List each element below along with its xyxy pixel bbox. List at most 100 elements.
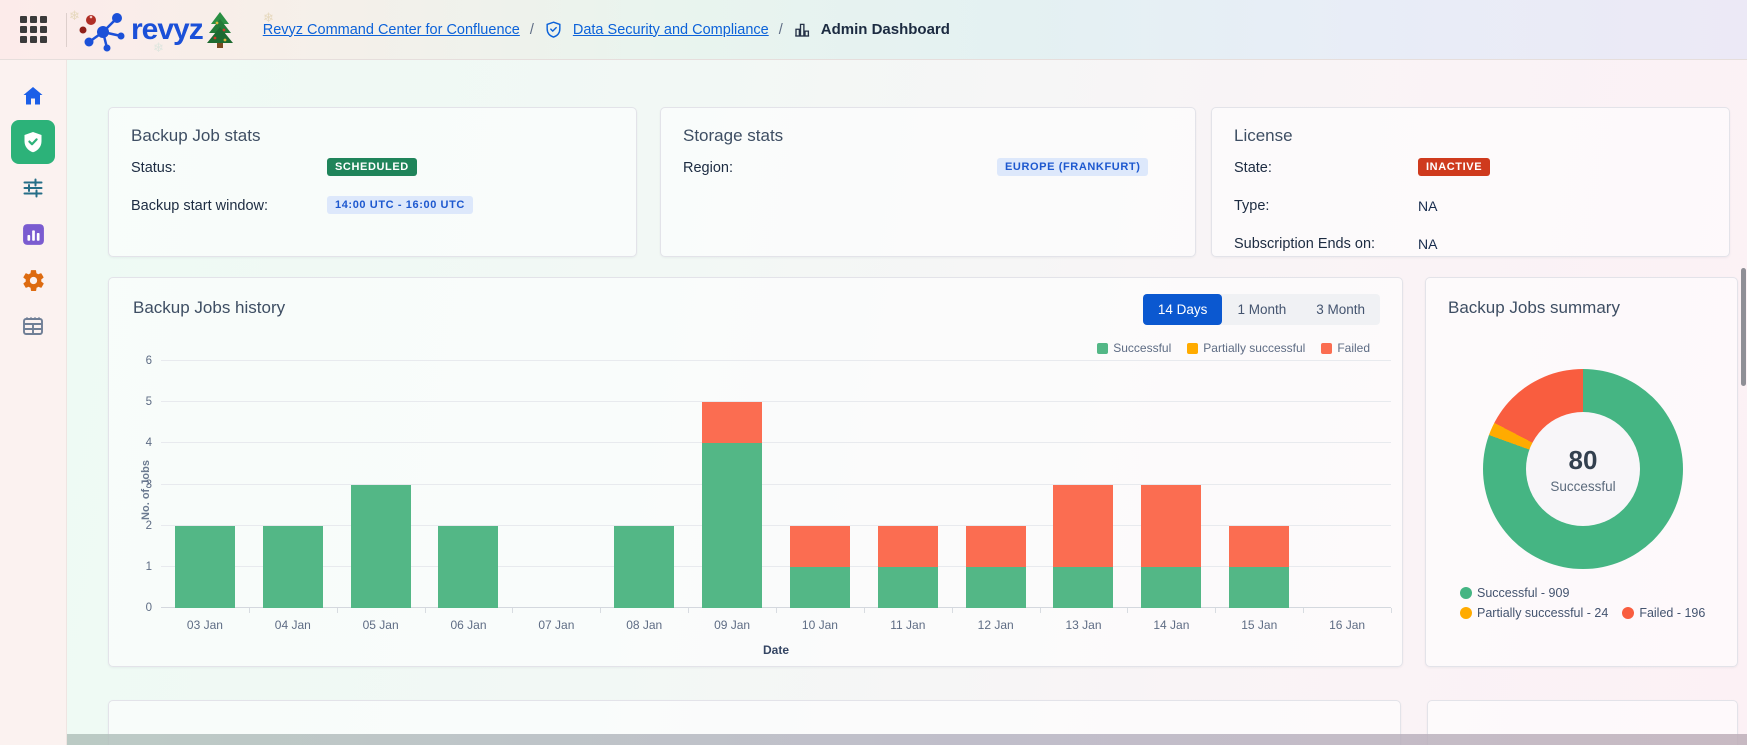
backup-jobs-history-card: Backup Jobs history 14 Days 1 Month 3 Mo… <box>108 277 1403 667</box>
bar-segment-successful[interactable] <box>263 526 323 608</box>
x-tick-label: 11 Jan <box>864 618 952 632</box>
molecule-logo-icon <box>77 6 129 54</box>
time-range-tabs: 14 Days 1 Month 3 Month <box>1143 294 1380 325</box>
card-title: Storage stats <box>683 126 1173 146</box>
bar-06-jan[interactable] <box>438 526 498 608</box>
shield-check-icon <box>21 130 45 154</box>
bar-slot <box>1303 361 1391 608</box>
bar-13-jan[interactable] <box>1053 485 1113 608</box>
donut-center: 80 Successful <box>1526 412 1640 526</box>
y-tick-label: 0 <box>146 602 152 614</box>
bar-segment-successful[interactable] <box>1229 567 1289 608</box>
x-axis-title: Date <box>161 643 1391 657</box>
bar-segment-successful[interactable] <box>790 567 850 608</box>
storage-stats-card: Storage stats Region: EUROPE (FRANKFURT) <box>660 107 1196 257</box>
legend-item-partially-successful[interactable]: Partially successful <box>1187 341 1305 355</box>
legend-label: Failed <box>1337 341 1370 355</box>
bar-segment-failed[interactable] <box>1229 526 1289 567</box>
sidebar-item-data-security[interactable] <box>11 120 55 164</box>
tab-14-days[interactable]: 14 Days <box>1143 294 1223 325</box>
x-tick-mark <box>1040 608 1041 613</box>
bar-08-jan[interactable] <box>614 526 674 608</box>
bar-15-jan[interactable] <box>1229 526 1289 608</box>
bar-segment-failed[interactable] <box>966 526 1026 567</box>
breadcrumb: Revyz Command Center for Confluence / Da… <box>249 20 950 39</box>
y-tick-label: 1 <box>146 561 152 573</box>
sidebar-item-home[interactable] <box>11 74 55 118</box>
breadcrumb-link-command-center[interactable]: Revyz Command Center for Confluence <box>263 22 520 38</box>
bar-segment-successful[interactable] <box>878 567 938 608</box>
bar-03-jan[interactable] <box>175 526 235 608</box>
bar-slot <box>688 361 776 608</box>
bar-05-jan[interactable] <box>351 485 411 609</box>
bar-segment-successful[interactable] <box>614 526 674 608</box>
bar-slot <box>600 361 688 608</box>
sidebar-item-preferences[interactable] <box>11 166 55 210</box>
donut-legend-label: Partially successful - 24 <box>1477 606 1608 620</box>
snowflake-decoration-icon: ❄ <box>69 8 80 24</box>
bar-slot <box>776 361 864 608</box>
vertical-scrollbar[interactable] <box>1741 268 1746 386</box>
tab-1-month[interactable]: 1 Month <box>1222 294 1301 325</box>
bar-segment-failed[interactable] <box>790 526 850 567</box>
bar-slot <box>864 361 952 608</box>
page-bottom-strip <box>67 734 1747 745</box>
x-tick-label: 12 Jan <box>952 618 1040 632</box>
breadcrumb-link-data-security[interactable]: Data Security and Compliance <box>573 22 769 38</box>
bar-10-jan[interactable] <box>790 526 850 608</box>
legend-item-failed[interactable]: Failed <box>1321 341 1370 355</box>
tab-3-month[interactable]: 3 Month <box>1301 294 1380 325</box>
bar-slot <box>161 361 249 608</box>
donut-chart[interactable]: 80 Successful <box>1483 369 1683 569</box>
stat-row: Backup start window: 14:00 UTC - 16:00 U… <box>131 194 614 222</box>
donut-legend-dot <box>1460 607 1472 619</box>
x-tick-label: 14 Jan <box>1127 618 1215 632</box>
bar-segment-failed[interactable] <box>1141 485 1201 567</box>
bar-14-jan[interactable] <box>1141 485 1201 608</box>
app-switcher-button[interactable] <box>0 0 66 60</box>
sidebar-item-analytics[interactable] <box>11 212 55 256</box>
logo-wordmark: revyz <box>131 13 203 47</box>
sidebar-item-settings[interactable] <box>11 258 55 302</box>
bar-segment-successful[interactable] <box>175 526 235 608</box>
bar-segment-successful[interactable] <box>1141 567 1201 608</box>
bar-segment-successful[interactable] <box>351 485 411 609</box>
bar-segment-successful[interactable] <box>1053 567 1113 608</box>
main-content: Backup Job stats Status: SCHEDULED Backu… <box>67 60 1747 745</box>
bar-segment-successful[interactable] <box>966 567 1026 608</box>
stat-row: Type: NA <box>1234 194 1707 222</box>
breadcrumb-current-page: Admin Dashboard <box>821 21 950 38</box>
legend-swatch <box>1187 343 1198 354</box>
app-grid-icon <box>20 16 47 43</box>
bar-slot <box>512 361 600 608</box>
donut-legend-item-failed[interactable]: Failed - 196 <box>1622 606 1705 620</box>
legend-item-successful[interactable]: Successful <box>1097 341 1171 355</box>
bar-09-jan[interactable] <box>702 402 762 608</box>
donut-legend-item-partially-successful[interactable]: Partially successful - 24 <box>1460 606 1608 620</box>
x-tick-mark <box>425 608 426 613</box>
donut-center-label: Successful <box>1550 479 1615 494</box>
x-tick-label: 09 Jan <box>688 618 776 632</box>
donut-legend-item-successful[interactable]: Successful - 909 <box>1460 586 1569 600</box>
sidebar-item-billing[interactable] <box>11 304 55 348</box>
bar-slot <box>952 361 1040 608</box>
x-axis-ticks <box>161 608 1391 613</box>
donut-legend-label: Failed - 196 <box>1639 606 1705 620</box>
chart-title: Backup Jobs history <box>133 298 285 318</box>
bar-segment-failed[interactable] <box>702 402 762 443</box>
donut-center-value: 80 <box>1569 445 1598 476</box>
bar-12-jan[interactable] <box>966 526 1026 608</box>
bar-chart-tile-icon <box>21 222 46 247</box>
bar-segment-failed[interactable] <box>878 526 938 567</box>
chart-legend: Successful Partially successful Failed <box>1097 341 1370 355</box>
donut-legend-dot <box>1460 587 1472 599</box>
revyz-logo[interactable]: ❄ ❄ ❄ revyz <box>67 6 249 54</box>
bar-segment-successful[interactable] <box>438 526 498 608</box>
region-badge: EUROPE (FRANKFURT) <box>997 158 1148 176</box>
bar-04-jan[interactable] <box>263 526 323 608</box>
bar-slot <box>337 361 425 608</box>
bar-segment-failed[interactable] <box>1053 485 1113 567</box>
subscription-ends-value: NA <box>1418 236 1437 252</box>
bar-11-jan[interactable] <box>878 526 938 608</box>
bar-segment-successful[interactable] <box>702 443 762 608</box>
